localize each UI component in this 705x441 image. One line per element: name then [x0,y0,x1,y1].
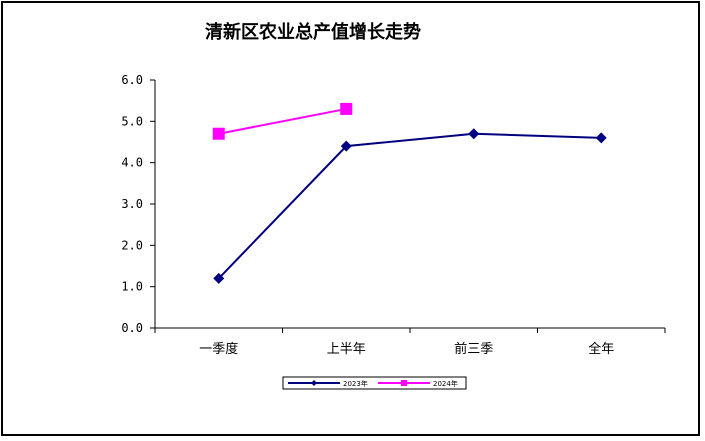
y-tick-label: 4.0 [121,156,143,170]
series-layer [212,102,607,284]
y-tick-label: 6.0 [121,73,143,87]
x-tick-label: 全年 [588,341,614,357]
legend-label: 2024年 [433,379,458,388]
data-point [213,272,225,284]
y-tick-label: 5.0 [121,114,143,128]
chart-frame [1,1,700,436]
legend-label: 2023年 [343,379,368,388]
x-tick-label: 一季度 [199,341,238,357]
x-tick-label: 上半年 [327,342,366,357]
y-tick-label: 2.0 [121,238,143,252]
chart-title: 清新区农业总产值增长走势 [205,22,421,43]
y-tick-label: 1.0 [121,280,143,294]
legend-box [282,376,467,390]
legend: 2023年 2024年 [282,376,467,390]
legend-swatch-marker [311,380,317,386]
axes: 0.0 1.0 2.0 3.0 4.0 5.0 6.0 一季度 上半年 前三季 全年 [121,73,666,357]
x-tick-label: 前三季 [454,341,493,357]
series-line [218,107,347,135]
data-point [595,132,607,144]
series-2 [212,102,353,140]
data-point [468,128,480,140]
legend-swatch-marker [401,380,407,386]
data-point [340,102,353,115]
series-1 [213,128,607,284]
series-line [218,132,602,280]
data-point [212,127,225,140]
y-tick-label: 0.0 [121,321,143,335]
y-tick-label: 3.0 [121,197,143,211]
data-point [340,140,352,152]
